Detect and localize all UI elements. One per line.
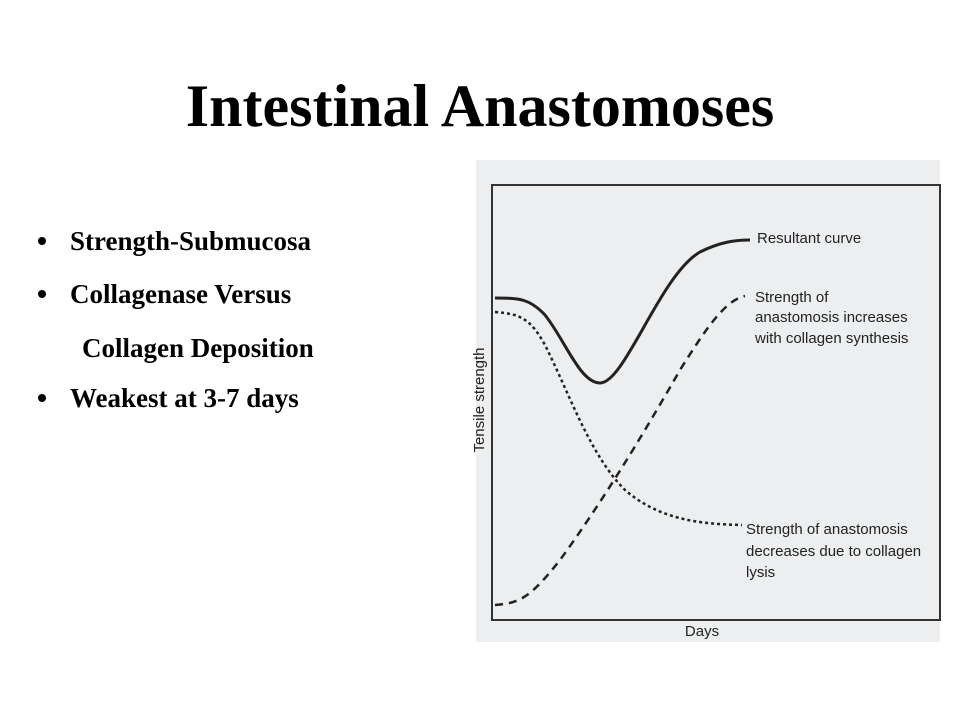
decrease-curve	[494, 310, 743, 527]
bullet-dot	[38, 290, 46, 298]
curve-label: Strength of	[755, 289, 829, 306]
slide-title: Intestinal Anastomoses	[186, 73, 774, 139]
bullet-dot	[38, 394, 46, 402]
y-axis-label: Tensile strength	[471, 347, 488, 452]
bullet: Strength-Submucosa	[70, 226, 312, 256]
x-axis-label: Days	[685, 623, 719, 640]
curve-label: Resultant curve	[757, 230, 861, 247]
bullet-continuation: Collagen Deposition	[82, 333, 314, 363]
curve-label: with collagen synthesis	[754, 330, 908, 347]
figure: Tensile strength Days Resultant curve St…	[471, 160, 941, 642]
curve-label: Strength of anastomosis	[746, 521, 908, 538]
curve-label: decreases due to collagen	[746, 543, 921, 560]
curve-label: lysis	[746, 564, 775, 581]
figure-background	[476, 160, 940, 642]
plot-frame	[491, 184, 941, 621]
bullet: Weakest at 3-7 days	[70, 383, 299, 413]
bullet-list: Strength-Submucosa Collagenase Versus Co…	[38, 226, 314, 413]
bullet-dot	[38, 237, 46, 245]
increase-curve	[494, 294, 746, 607]
bullet: Collagenase Versus	[70, 279, 291, 309]
curve-label: anastomosis increases	[755, 309, 908, 326]
resultant-curve	[494, 238, 751, 385]
